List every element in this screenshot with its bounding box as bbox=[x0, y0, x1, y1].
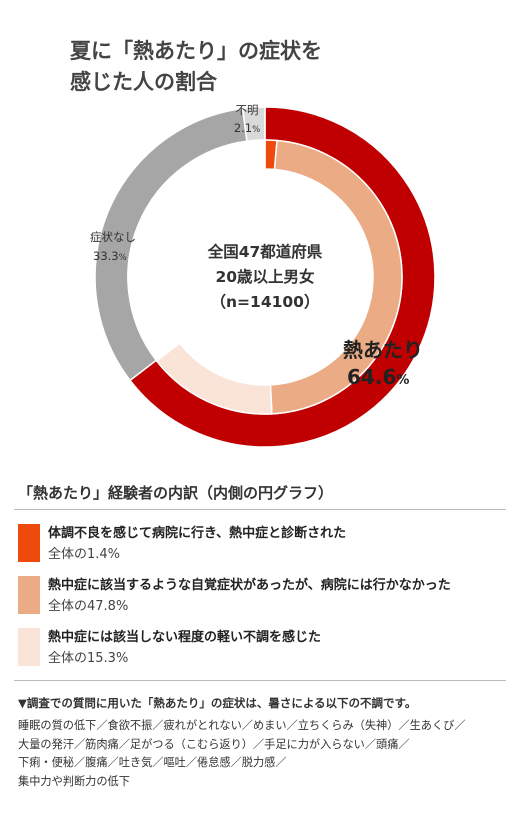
breakdown-title: 「熱あたり」経験者の内訳（内側の円グラフ） bbox=[18, 484, 334, 502]
legend-item-hospital: 体調不良を感じて病院に行き、熱中症と診断された 全体の1.4% bbox=[18, 520, 508, 566]
title-line-1: 夏に「熱あたり」の症状を bbox=[70, 39, 322, 63]
slice-label-nashi-name: 症状なし bbox=[90, 230, 136, 244]
symptom-line: 下痢・便秘／腹痛／吐き気／嘔吐／倦怠感／脱力感／ bbox=[18, 756, 287, 769]
legend-share-hospital: 全体の1.4% bbox=[48, 547, 121, 562]
title-line-2: 感じた人の割合 bbox=[70, 70, 217, 94]
divider-bottom bbox=[14, 680, 506, 681]
note-heading: ▼調査での質問に用いた「熱あたり」の症状は、暑さによる以下の不調です。 bbox=[18, 696, 417, 710]
legend-share-self-aware: 全体の47.8% bbox=[48, 599, 129, 614]
legend-label-self-aware: 熱中症に該当するような自覚症状があったが、病院には行かなかった bbox=[48, 578, 451, 593]
center-line-2: 20歳以上男女 bbox=[215, 267, 314, 286]
center-label: 全国47都道府県 20歳以上男女 （n=14100） bbox=[207, 242, 323, 311]
inner-slice-4 bbox=[127, 139, 266, 363]
legend-item-mild: 熱中症には該当しない程度の軽い不調を感じた 全体の15.3% bbox=[18, 624, 508, 670]
chart-title: 夏に「熱あたり」の症状を 感じた人の割合 bbox=[70, 36, 322, 98]
legend-label-mild: 熱中症には該当しない程度の軽い不調を感じた bbox=[48, 630, 322, 645]
center-line-1: 全国47都道府県 bbox=[207, 242, 323, 261]
symptom-line: 大量の発汗／筋肉痛／足がつる（こむら返り）／手足に力が入らない／頭痛／ bbox=[18, 737, 410, 751]
donut-hole bbox=[157, 169, 373, 385]
symptom-line: 睡眠の質の低下／食欲不振／疲れがとれない／めまい／立ちくらみ（失神）／生あくび／ bbox=[18, 719, 466, 732]
symptom-list: 睡眠の質の低下／食欲不振／疲れがとれない／めまい／立ちくらみ（失神）／生あくび／… bbox=[18, 717, 508, 791]
legend-share-mild: 全体の15.3% bbox=[48, 651, 129, 666]
symptom-line: 集中力や判断力の低下 bbox=[18, 774, 130, 788]
legend-swatch-mild bbox=[18, 628, 40, 666]
slice-label-fumei: 不明 2.1% bbox=[234, 103, 260, 135]
slice-label-nashi: 症状なし 33.3% bbox=[90, 230, 136, 263]
legend-item-self-aware: 熱中症に該当するような自覚症状があったが、病院には行かなかった 全体の47.8% bbox=[18, 572, 508, 618]
legend-label-hospital: 体調不良を感じて病院に行き、熱中症と診断された bbox=[48, 526, 347, 541]
breakdown-legend: 体調不良を感じて病院に行き、熱中症と診断された 全体の1.4% 熱中症に該当する… bbox=[18, 520, 508, 670]
center-line-3: （n=14100） bbox=[211, 293, 320, 311]
donut-chart: 全国47都道府県 20歳以上男女 （n=14100） 不明 2.1% 症状なし … bbox=[90, 103, 436, 448]
slice-label-fumei-name: 不明 bbox=[236, 103, 259, 117]
slice-label-netsuatari-value: 64.6% bbox=[347, 365, 409, 389]
slice-label-fumei-value: 2.1% bbox=[234, 121, 260, 135]
legend-swatch-self-aware bbox=[18, 576, 40, 614]
slice-label-netsuatari: 熱あたり 64.6% bbox=[343, 338, 423, 389]
divider-top bbox=[14, 509, 506, 510]
slice-label-netsuatari-name: 熱あたり bbox=[343, 338, 423, 362]
legend-swatch-hospital bbox=[18, 524, 40, 562]
slice-label-nashi-value: 33.3% bbox=[93, 249, 127, 263]
